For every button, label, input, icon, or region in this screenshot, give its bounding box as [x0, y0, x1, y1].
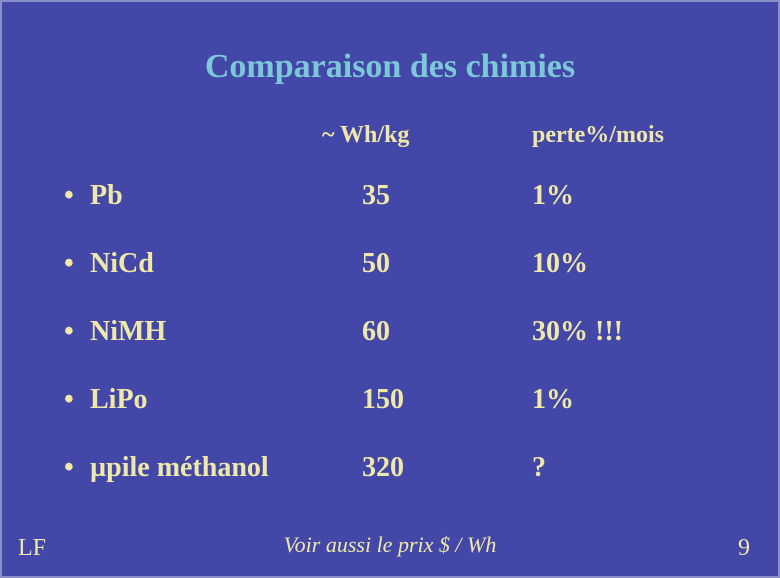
slide: Comparaison des chimies ~ Wh/kg perte%/m… — [0, 0, 780, 578]
bullet-icon: • — [64, 452, 74, 484]
perte-value: 10% — [532, 248, 772, 280]
whkg-value: 50 — [362, 248, 502, 280]
chemistry-name: NiCd — [90, 248, 350, 280]
page-number: 9 — [738, 535, 750, 562]
header-whkg: ~ Wh/kg — [322, 122, 522, 149]
perte-value: 30% !!! — [532, 316, 772, 348]
bullet-icon: • — [64, 180, 74, 212]
bullet-icon: • — [64, 316, 74, 348]
bullet-icon: • — [64, 384, 74, 416]
whkg-value: 150 — [362, 384, 502, 416]
perte-value: 1% — [532, 180, 772, 212]
bullet-icon: • — [64, 248, 74, 280]
chemistry-name: Pb — [90, 180, 350, 212]
slide-title: Comparaison des chimies — [2, 48, 778, 86]
perte-value: ? — [532, 452, 772, 484]
whkg-value: 35 — [362, 180, 502, 212]
whkg-value: 60 — [362, 316, 502, 348]
chemistry-name: LiPo — [90, 384, 350, 416]
whkg-value: 320 — [362, 452, 502, 484]
header-perte: perte%/mois — [532, 122, 772, 149]
footnote: Voir aussi le prix $ / Wh — [2, 532, 778, 558]
chemistry-name: NiMH — [90, 316, 350, 348]
chemistry-name: µpile méthanol — [90, 452, 350, 484]
author-initials: LF — [18, 535, 46, 562]
perte-value: 1% — [532, 384, 772, 416]
